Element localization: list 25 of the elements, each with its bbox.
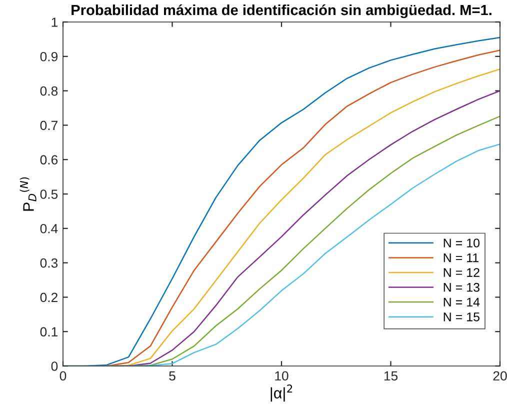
y-tick-label: 0.1	[40, 327, 58, 337]
y-tick-label: 0.6	[40, 155, 58, 165]
y-axis-title: P$_{D}$$^{(N)}$	[20, 177, 36, 211]
y-tick-label: 0.3	[40, 258, 58, 268]
legend-label: N = 14	[444, 298, 480, 306]
legend-label: N = 11	[444, 253, 478, 262]
legend-label: N = 10	[444, 238, 480, 248]
y-tick-label: 0.9	[40, 52, 58, 62]
x-tick-label: 5	[169, 371, 176, 381]
y-tick-label: 0.4	[40, 224, 58, 234]
x-axis-title: |α|$^{2}$	[270, 384, 292, 402]
x-tick-label: 20	[493, 371, 507, 381]
y-tick-label: 0.2	[40, 292, 58, 302]
legend-label: N = 13	[444, 282, 480, 292]
x-tick-label: 15	[384, 371, 398, 381]
legend-label: N = 15	[444, 312, 480, 322]
x-tick-label: 0	[60, 371, 66, 381]
legend-label: N = 12	[444, 268, 480, 277]
x-tick-label: 10	[275, 371, 288, 381]
y-tick-label: 0.8	[40, 86, 58, 96]
y-tick-label: 0	[51, 362, 58, 371]
chart-title: Probabilidad máxima de identificación sin ambigüedad. M=1.	[72, 4, 492, 18]
y-tick-label: 0.5	[40, 190, 58, 199]
y-tick-label: 0.7	[40, 120, 58, 130]
y-tick-label: 1	[52, 18, 58, 27]
